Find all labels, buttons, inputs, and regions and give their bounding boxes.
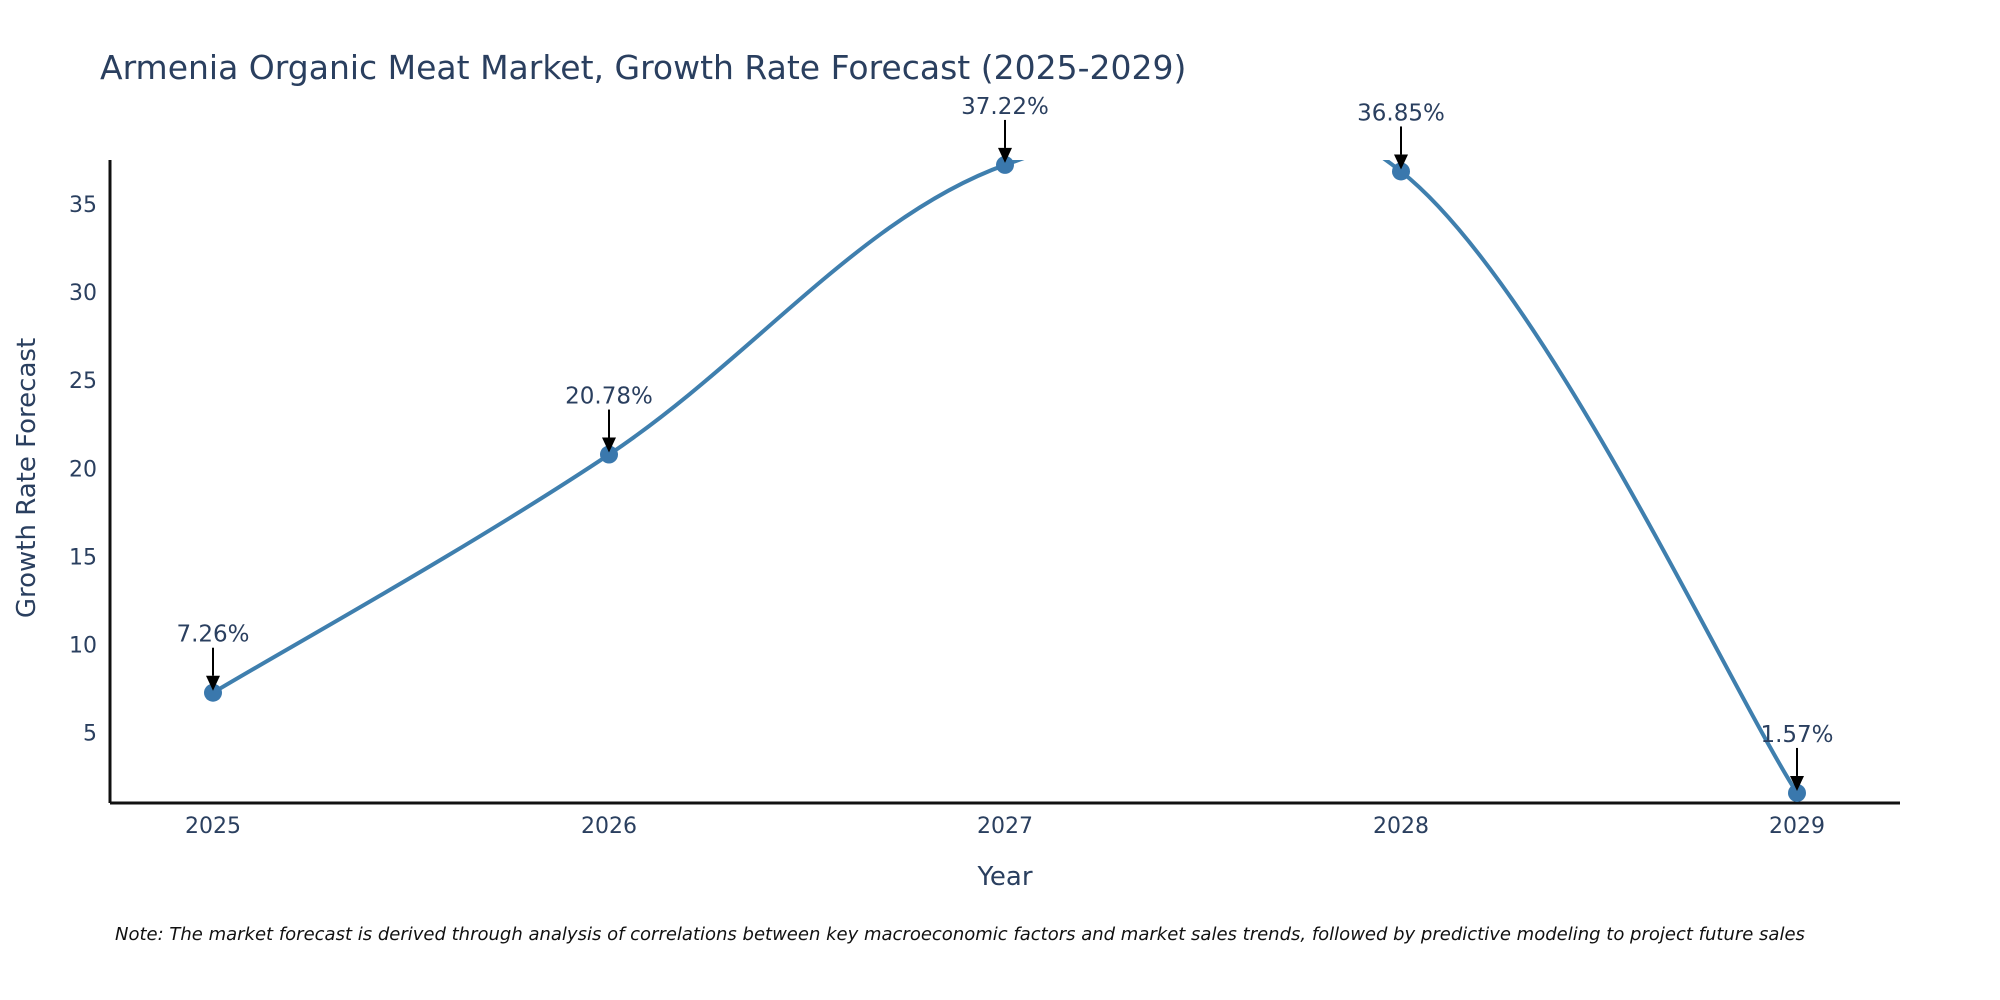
- data-point: [600, 445, 618, 464]
- data-point: [996, 155, 1014, 174]
- axes: [108, 160, 1900, 805]
- annotation-arrowhead: [998, 147, 1012, 163]
- annotation-arrowhead: [1790, 775, 1804, 791]
- markers-layer: [204, 155, 1806, 802]
- y-tick-label: 5: [83, 722, 97, 747]
- y-tick-label: 35: [69, 193, 97, 218]
- y-tick-label: 25: [69, 369, 97, 394]
- data-label: 1.57%: [1760, 722, 1833, 748]
- chart-note: Note: The market forecast is derived thr…: [115, 924, 1805, 945]
- x-tick-label: 2025: [185, 814, 241, 839]
- y-tick-label: 20: [69, 457, 97, 482]
- annotation-arrowhead: [1394, 154, 1408, 170]
- x-tick-label: 2029: [1769, 814, 1825, 839]
- x-tick-label: 2027: [977, 814, 1033, 839]
- data-label: 36.85%: [1357, 100, 1445, 126]
- annotation-arrowhead: [206, 675, 220, 691]
- x-axis-title: Year: [976, 862, 1032, 892]
- y-axis-title: Growth Rate Forecast: [12, 338, 42, 618]
- chart-title: Armenia Organic Meat Market, Growth Rate…: [100, 48, 1186, 87]
- data-label: 37.22%: [961, 94, 1049, 120]
- y-ticks: 5 10 15 20 25 30 35: [69, 193, 97, 746]
- data-point: [204, 683, 222, 702]
- data-point: [1788, 783, 1806, 802]
- x-tick-label: 2026: [581, 814, 637, 839]
- data-point: [1392, 162, 1410, 181]
- series-layer: [211, 160, 1799, 795]
- y-tick-label: 30: [69, 281, 97, 306]
- labels-layer: 7.26% 20.78% 37.22% 36.85% 1.57%: [176, 94, 1834, 791]
- x-ticks: 2025 2026 2027 2028 2029: [185, 814, 1825, 839]
- data-label: 20.78%: [565, 384, 653, 410]
- x-tick-label: 2028: [1373, 814, 1429, 839]
- data-label: 7.26%: [176, 622, 249, 648]
- y-tick-label: 15: [69, 545, 97, 570]
- y-tick-label: 10: [69, 633, 97, 658]
- growth-rate-line: [211, 160, 1799, 795]
- annotation-arrowhead: [602, 437, 616, 453]
